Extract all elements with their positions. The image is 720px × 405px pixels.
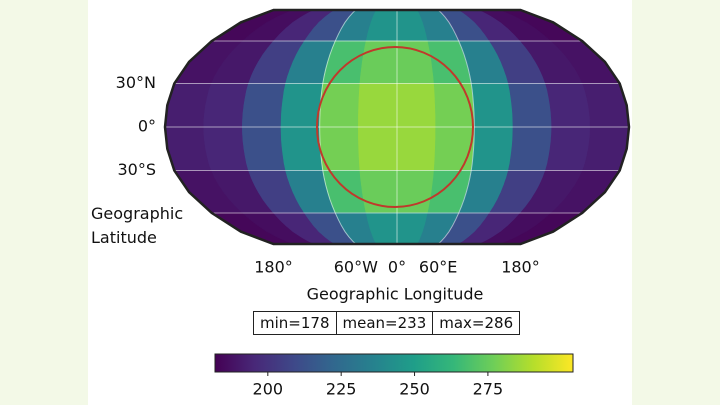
heat-cell: [545, 83, 591, 128]
x-tick-label: 180°: [254, 258, 293, 277]
heat-cell: [508, 126, 553, 171]
heat-cell: [508, 83, 553, 128]
colorbar-tick-label: 200: [253, 380, 284, 399]
x-axis-label: Geographic Longitude: [307, 285, 484, 304]
heat-cell: [396, 83, 437, 128]
colorbar-tick-label: 275: [473, 380, 504, 399]
heat-cell: [433, 126, 475, 171]
y-tick-label: 30°S: [117, 160, 156, 179]
x-tick-label: 180°: [501, 258, 540, 277]
contour: [316, 46, 474, 208]
stat: mean=233: [335, 312, 433, 334]
heat-cell: [433, 83, 475, 128]
y-tick-label: 30°N: [116, 73, 156, 92]
stat: max=286: [432, 312, 519, 334]
y-axis-label: Geographic Latitude: [91, 204, 184, 247]
heat-cell: [357, 83, 398, 128]
x-tick-label: 60°E: [419, 258, 457, 277]
colorbar-tick-label: 250: [399, 380, 430, 399]
colorbar: [214, 353, 574, 373]
stats-box: min=178 mean=233 max=286: [253, 311, 521, 335]
heat-cell: [470, 83, 514, 128]
heat-cell: [396, 126, 437, 171]
x-tick-label: 0°: [388, 258, 406, 277]
heat-cell: [203, 126, 249, 171]
colorbar-tick-label: 225: [326, 380, 357, 399]
stat: min=178: [260, 314, 330, 332]
heat-cell: [357, 126, 398, 171]
heat-cell: [545, 126, 591, 171]
heat-cell: [241, 83, 286, 128]
heat-cell: [470, 126, 514, 171]
heat-cell: [241, 126, 286, 171]
y-tick-label: 0°: [138, 117, 156, 136]
map-outline: [163, 8, 631, 246]
heat-cell: [203, 83, 249, 128]
x-tick-label: 60°W: [334, 258, 378, 277]
